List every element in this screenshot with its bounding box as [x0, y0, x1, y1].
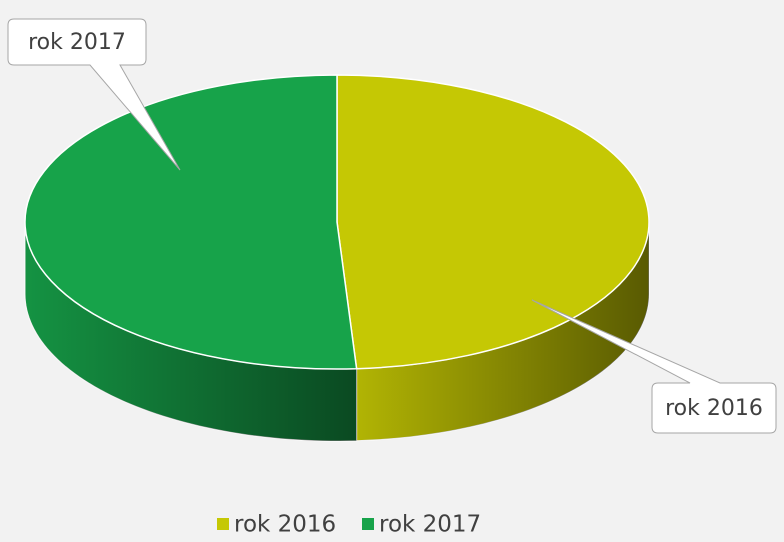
legend-label: rok 2016	[234, 512, 336, 538]
slice	[24, 74, 358, 370]
legend-label: rok 2017	[379, 512, 481, 538]
legend-swatch	[217, 518, 229, 530]
callout-box	[531, 299, 777, 434]
data-label: rok 2017	[28, 30, 126, 55]
slice-side-shade	[25, 222, 357, 441]
legend-swatch	[362, 518, 374, 530]
slice	[336, 74, 650, 370]
slice-side-shade	[356, 222, 649, 441]
data-label: rok 2016	[665, 396, 763, 421]
callout-box	[7, 18, 181, 171]
